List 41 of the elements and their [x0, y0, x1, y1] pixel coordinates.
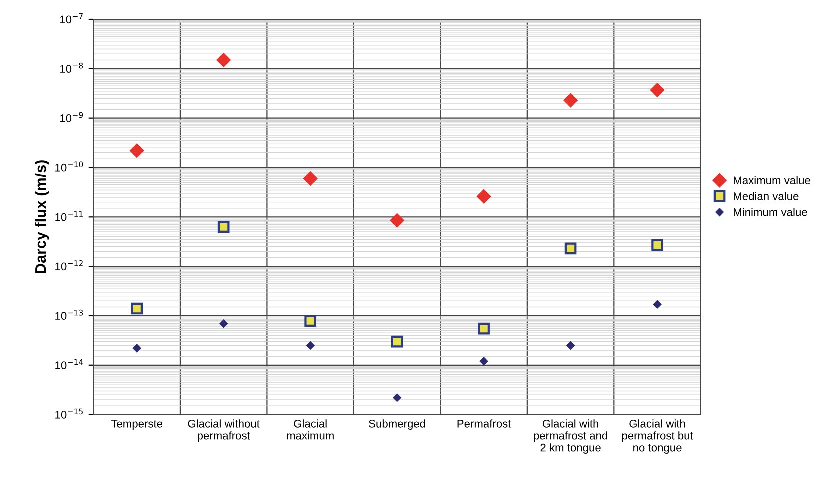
point	[130, 144, 144, 158]
y-tick-label: 10$^{−9}$	[60, 112, 84, 122]
y-tick-label: 10$^{−7}$	[60, 14, 83, 24]
point	[652, 239, 664, 252]
x-tick-label: Glacial maximum	[287, 420, 334, 440]
point	[304, 315, 316, 327]
point	[218, 221, 230, 233]
point	[566, 341, 576, 350]
point	[653, 300, 662, 309]
point	[391, 336, 404, 348]
point	[478, 322, 490, 335]
y-tick-label: 10$^{−12}$	[56, 260, 83, 271]
x-tick-label: Temperste	[111, 420, 163, 430]
x-tick-label: Permafrost	[458, 420, 512, 428]
x-tick-label: Glacial with permafrost but no tongue	[622, 420, 694, 454]
y-tick-label: 10$^{−10}$	[56, 162, 84, 172]
point	[393, 394, 402, 402]
y-tick-label: 10$^{−14}$	[56, 359, 84, 370]
legend-label: Median value	[734, 192, 799, 200]
point	[564, 242, 577, 255]
x-tick-label: Glacial with permafrost and 2 km tongue	[534, 420, 608, 454]
y-tick-label: 10$^{−11}$	[56, 211, 83, 222]
x-tick-label: Submerged	[369, 420, 426, 430]
point	[306, 341, 315, 350]
point	[480, 357, 488, 366]
x-tick-label: Glacial without permafrost	[188, 420, 260, 442]
legend-label: Minimum value	[734, 208, 808, 216]
point	[390, 213, 405, 228]
point	[476, 189, 492, 204]
point	[650, 83, 665, 98]
y-axis-title: Darcy flux (m/s)	[34, 160, 50, 274]
y-tick-label: 10$^{−15}$	[56, 408, 83, 419]
y-tick-label: 10$^{−8}$	[60, 62, 84, 73]
point	[220, 320, 228, 328]
point	[564, 93, 578, 108]
point	[131, 302, 143, 315]
y-tick-label: 10$^{−13}$	[56, 310, 84, 320]
point	[216, 53, 232, 68]
legend-label: Maximum value	[734, 176, 810, 184]
point	[303, 171, 318, 186]
point	[132, 344, 142, 353]
